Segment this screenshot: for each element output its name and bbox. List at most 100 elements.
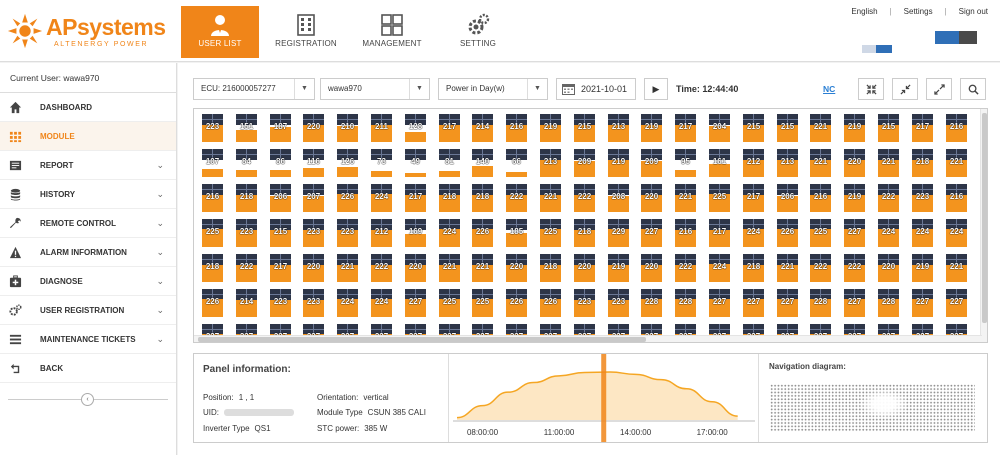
solar-panel[interactable]: 226 (472, 219, 493, 247)
solar-panel[interactable]: 225 (810, 219, 831, 247)
solar-panel[interactable]: 225 (472, 289, 493, 317)
solar-panel[interactable]: 218 (202, 254, 223, 282)
solar-panel[interactable]: 222 (675, 254, 696, 282)
solar-panel[interactable]: 218 (540, 254, 561, 282)
solar-panel[interactable]: 217 (270, 254, 291, 282)
solar-panel[interactable]: 128 (405, 114, 426, 142)
solar-panel[interactable]: 225 (439, 289, 460, 317)
collapse-sidebar-button[interactable]: ‹ (81, 393, 94, 406)
nc-link[interactable]: NC (823, 84, 836, 94)
solar-panel[interactable]: 228 (878, 289, 899, 317)
solar-panel[interactable]: 219 (844, 114, 865, 142)
solar-panel[interactable]: 220 (303, 114, 324, 142)
solar-panel[interactable]: 220 (878, 254, 899, 282)
search-button[interactable] (960, 78, 986, 100)
mode-select[interactable]: Power in Day(w) ▼ (438, 78, 548, 100)
time-cursor[interactable] (601, 354, 607, 442)
solar-panel[interactable]: 224 (337, 289, 358, 317)
apsystems-logo[interactable]: APsystems ALTENERGY POWER (6, 10, 166, 50)
solar-panel[interactable]: 218 (236, 184, 257, 212)
solar-panel[interactable]: 227 (743, 289, 764, 317)
solar-panel[interactable]: 220 (641, 184, 662, 212)
solar-panel[interactable]: 161 (709, 149, 730, 177)
solar-panel[interactable]: 221 (472, 254, 493, 282)
solar-panel[interactable]: 49 (405, 149, 426, 177)
scroll-thumb[interactable] (982, 113, 987, 323)
fit-screen-button[interactable] (858, 78, 884, 100)
ecu-select[interactable]: ECU: 216000057277 ▼ (193, 78, 315, 100)
solar-panel[interactable]: 223 (912, 184, 933, 212)
solar-panel[interactable]: 207 (303, 184, 324, 212)
solar-panel[interactable]: 223 (202, 114, 223, 142)
solar-panel[interactable]: 219 (608, 254, 629, 282)
solar-panel[interactable]: 215 (270, 219, 291, 247)
solar-panel[interactable]: 219 (641, 114, 662, 142)
solar-panel[interactable]: 221 (439, 254, 460, 282)
solar-panel[interactable]: 218 (439, 184, 460, 212)
solar-panel[interactable]: 227 (912, 289, 933, 317)
solar-panel[interactable]: 116 (303, 149, 324, 177)
solar-panel[interactable]: 218 (912, 149, 933, 177)
solar-panel[interactable]: 226 (540, 289, 561, 317)
solar-panel[interactable]: 222 (810, 254, 831, 282)
solar-panel[interactable]: 214 (472, 114, 493, 142)
nav-user-list[interactable]: USER LIST (181, 6, 259, 58)
solar-panel[interactable]: 222 (844, 254, 865, 282)
sidebar-item-user-registration[interactable]: USER REGISTRATION ⌄ (0, 296, 176, 325)
solar-panel[interactable]: 214 (236, 289, 257, 317)
solar-panel[interactable]: 217 (439, 114, 460, 142)
sidebar-item-remote-control[interactable]: REMOTE CONTROL ⌄ (0, 209, 176, 238)
solar-panel[interactable]: 221 (540, 184, 561, 212)
solar-panel[interactable]: 126 (337, 149, 358, 177)
solar-panel[interactable]: 222 (236, 254, 257, 282)
language-link[interactable]: English (851, 7, 878, 16)
solar-panel[interactable]: 221 (946, 254, 967, 282)
solar-panel[interactable]: 221 (810, 114, 831, 142)
solar-panel[interactable]: 223 (337, 219, 358, 247)
solar-panel[interactable]: 215 (777, 114, 798, 142)
solar-panel[interactable]: 223 (574, 289, 595, 317)
solar-panel[interactable]: 220 (574, 254, 595, 282)
sidebar-item-report[interactable]: REPORT ⌄ (0, 151, 176, 180)
sidebar-item-back[interactable]: BACK (0, 354, 176, 383)
solar-panel[interactable]: 221 (810, 149, 831, 177)
solar-panel[interactable]: 228 (810, 289, 831, 317)
solar-panel[interactable]: 226 (337, 184, 358, 212)
solar-panel[interactable]: 81 (439, 149, 460, 177)
solar-panel[interactable]: 213 (608, 114, 629, 142)
solar-panel[interactable]: 217 (675, 114, 696, 142)
solar-panel[interactable]: 224 (743, 219, 764, 247)
solar-panel[interactable]: 224 (439, 219, 460, 247)
solar-panel[interactable]: 84 (236, 149, 257, 177)
toggle-switch-icon[interactable] (862, 45, 892, 53)
solar-panel[interactable]: 211 (371, 114, 392, 142)
solar-panel[interactable]: 212 (371, 219, 392, 247)
nav-registration[interactable]: REGISTRATION (267, 6, 345, 58)
solar-panel[interactable]: 226 (202, 289, 223, 317)
solar-panel[interactable]: 210 (337, 114, 358, 142)
solar-panel[interactable]: 220 (405, 254, 426, 282)
solar-panel[interactable]: 227 (844, 289, 865, 317)
solar-panel[interactable]: 224 (371, 289, 392, 317)
solar-panel[interactable]: 223 (608, 289, 629, 317)
user-select[interactable]: wawa970 ▼ (320, 78, 430, 100)
solar-panel[interactable]: 95 (675, 149, 696, 177)
sidebar-item-alarm-information[interactable]: ALARM INFORMATION ⌄ (0, 238, 176, 267)
nav-management[interactable]: MANAGEMENT (353, 6, 431, 58)
sidebar-item-maintenance-tickets[interactable]: MAINTENANCE TICKETS ⌄ (0, 325, 176, 354)
date-picker[interactable]: 2021-10-01 (556, 78, 636, 100)
solar-panel[interactable]: 219 (912, 254, 933, 282)
solar-panel[interactable]: 220 (641, 254, 662, 282)
solar-panel[interactable]: 73 (371, 149, 392, 177)
settings-link[interactable]: Settings (903, 7, 933, 16)
solar-panel[interactable]: 213 (540, 149, 561, 177)
solar-panel[interactable]: 226 (506, 289, 527, 317)
solar-panel[interactable]: 215 (743, 114, 764, 142)
solar-panel[interactable]: 217 (743, 184, 764, 212)
solar-panel[interactable]: 222 (506, 184, 527, 212)
solar-panel[interactable]: 107 (202, 149, 223, 177)
solar-panel[interactable]: 225 (540, 219, 561, 247)
solar-panel[interactable]: 212 (743, 149, 764, 177)
solar-panel[interactable]: 209 (641, 149, 662, 177)
solar-panel[interactable]: 151 (236, 114, 257, 142)
